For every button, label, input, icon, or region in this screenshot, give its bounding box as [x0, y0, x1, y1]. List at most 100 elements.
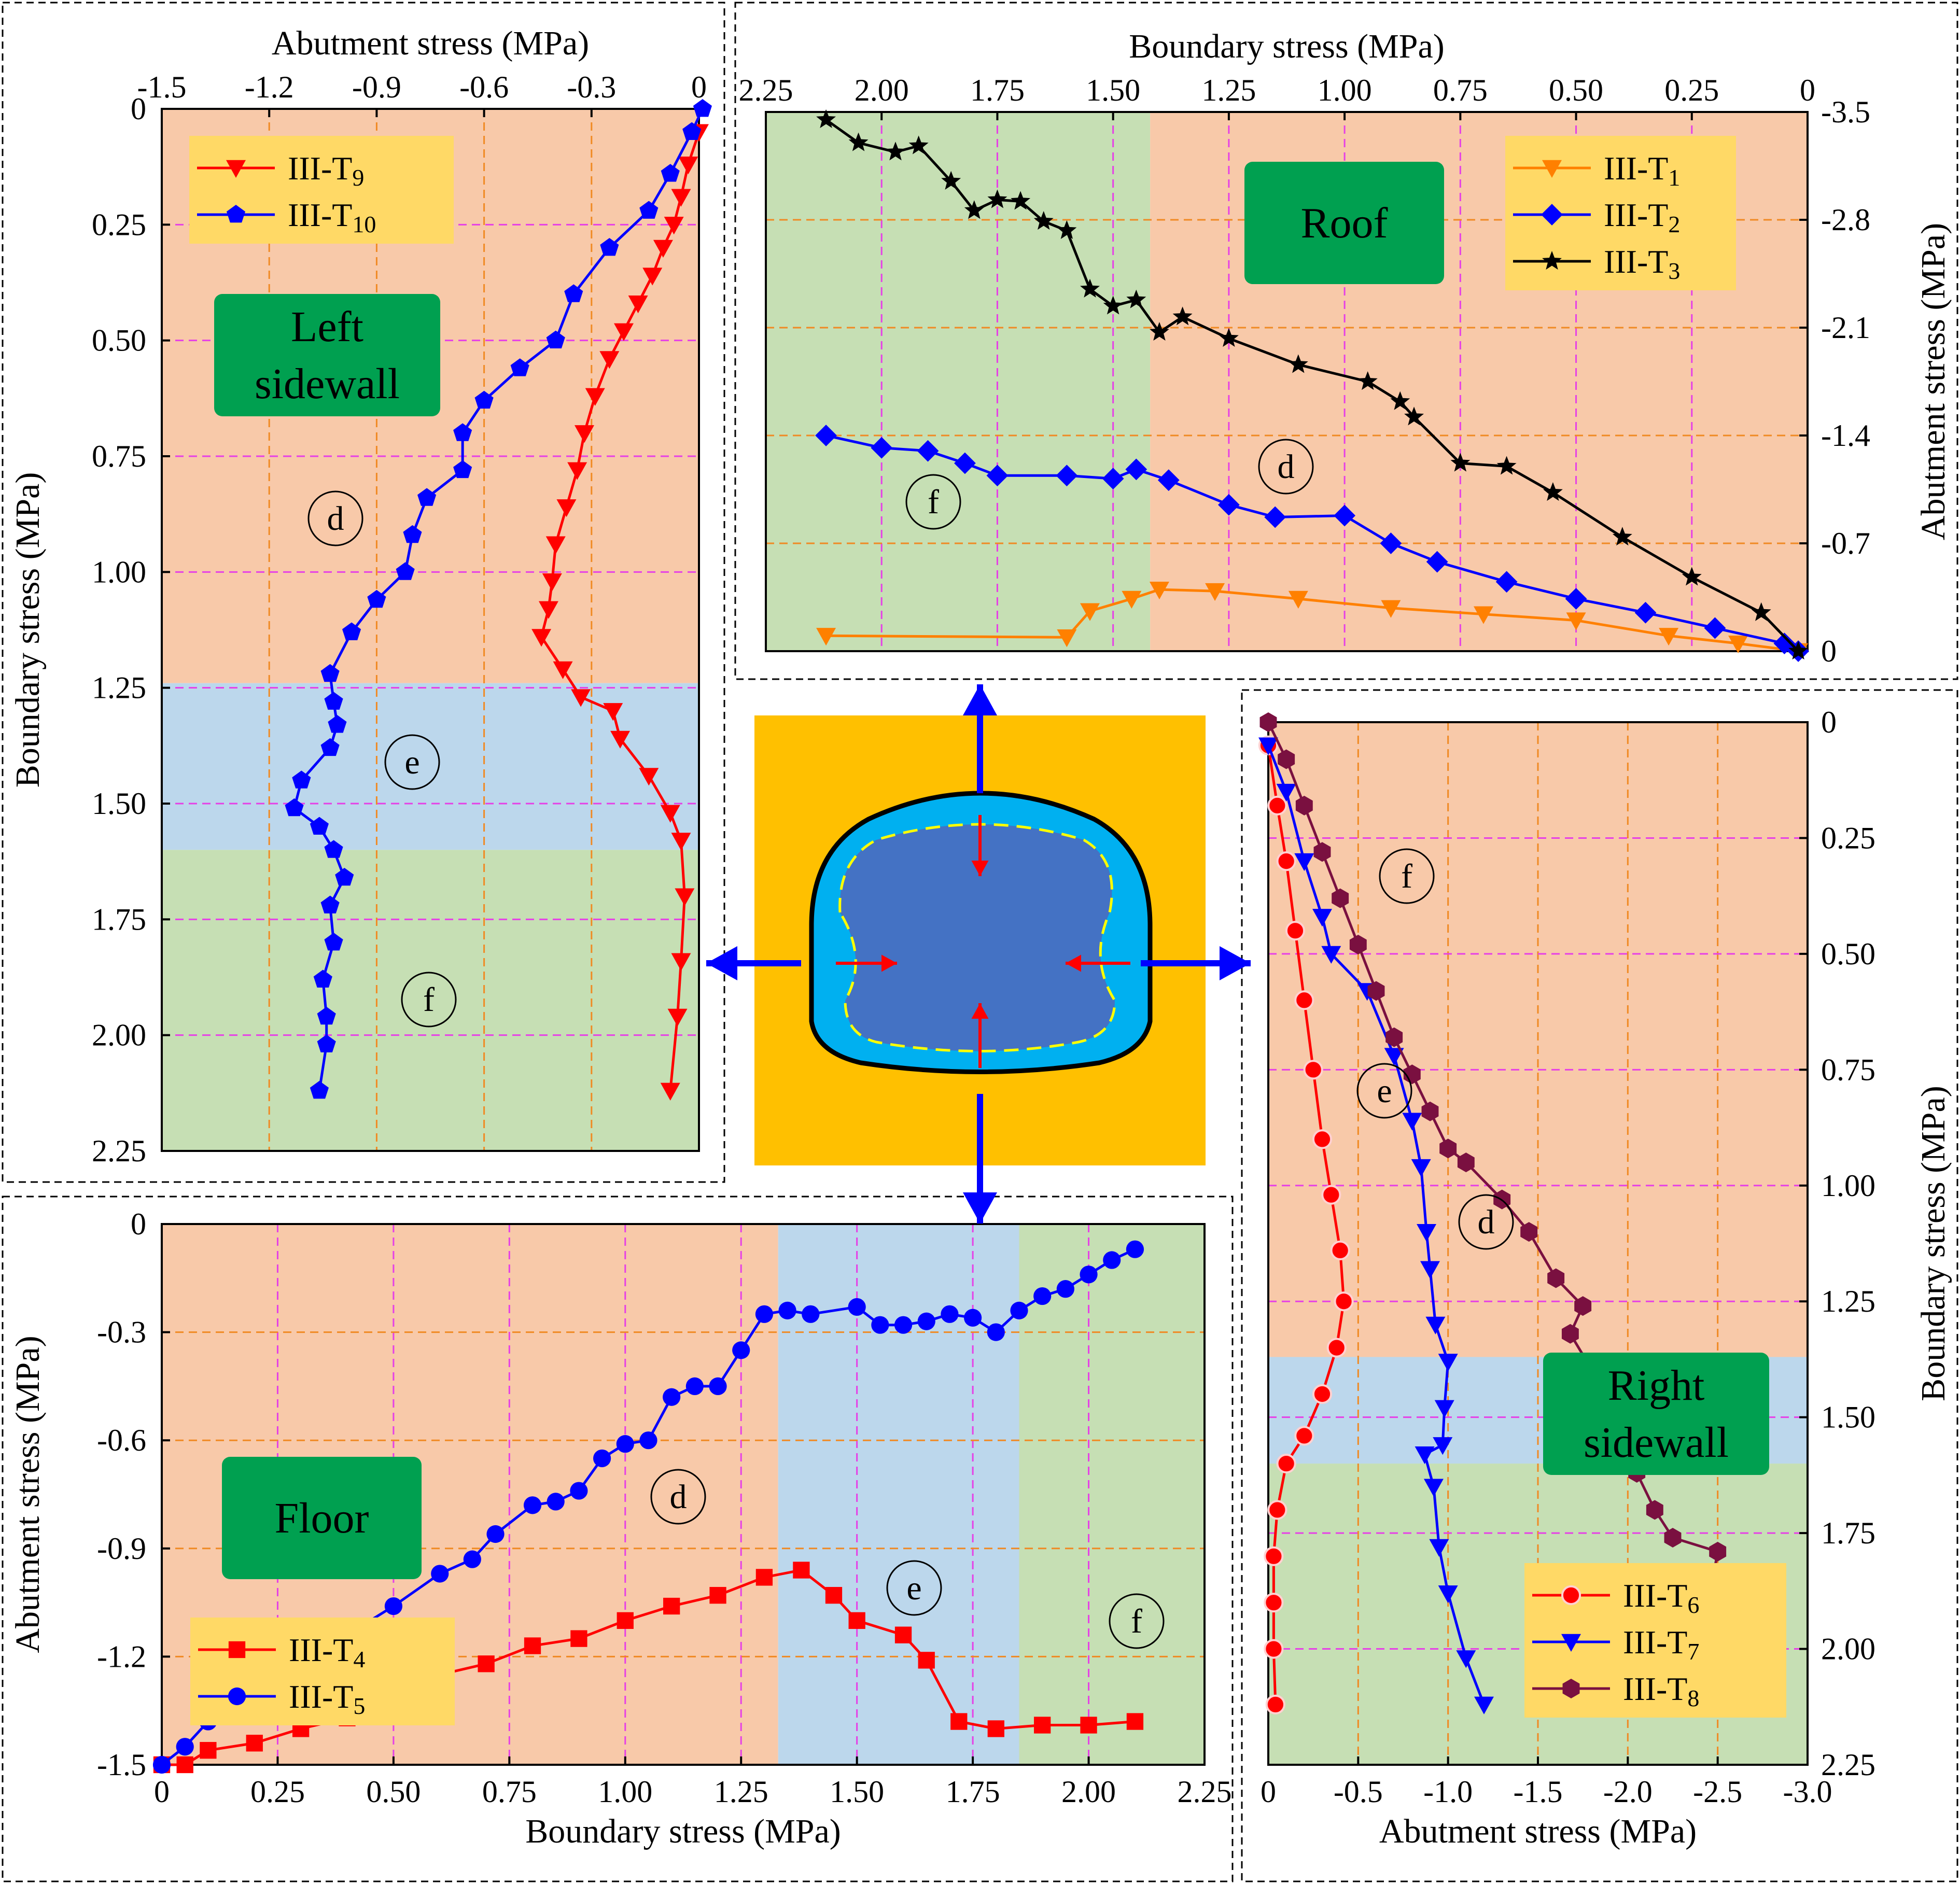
x-tick-label: 1.75 [970, 73, 1025, 107]
zone-marker-f [401, 972, 457, 1028]
data-point [871, 437, 893, 459]
zone-marker-d [307, 490, 363, 546]
x-tick-label: 1.50 [1086, 73, 1140, 107]
data-point [987, 189, 1007, 208]
legend-label-subscript: 1 [1668, 164, 1680, 191]
data-point [1682, 567, 1702, 586]
data-point [1415, 1446, 1435, 1465]
legend-marker [1562, 1679, 1580, 1698]
data-point [848, 1612, 865, 1629]
data-point [950, 1713, 968, 1730]
data-point [1788, 641, 1809, 660]
data-point [660, 1082, 680, 1101]
data-point [1312, 1129, 1333, 1149]
data-point [1385, 1027, 1403, 1047]
data-point [335, 867, 354, 886]
y-tick-label: 1.00 [92, 555, 146, 589]
legend-marker [228, 1641, 246, 1658]
panel-label-text: Floor [274, 1494, 369, 1542]
y-tick-label: 2.00 [92, 1018, 146, 1052]
data-point [1278, 749, 1295, 769]
x-tick-label: 2.25 [739, 73, 793, 107]
y-tick-label: 0.25 [1821, 821, 1875, 855]
data-point [908, 135, 929, 154]
data-point [1122, 590, 1142, 609]
data-point [954, 452, 976, 474]
legend-label: III-T7 [1623, 1624, 1699, 1665]
series-line [1267, 721, 1764, 1706]
data-point [1334, 504, 1356, 527]
y-tick-label: -0.7 [1821, 526, 1870, 560]
zone-marker-label: f [1131, 1602, 1142, 1640]
x-tick-label: 2.00 [855, 73, 909, 107]
legend-label-subscript: 2 [1668, 211, 1680, 237]
data-point [986, 465, 1009, 487]
data-point [917, 1312, 935, 1330]
data-point [816, 109, 836, 128]
legend-label: III-T5 [289, 1678, 365, 1719]
data-point [1102, 468, 1124, 490]
data-point [453, 460, 472, 479]
panel-frame [2, 1196, 1234, 1882]
data-point [1294, 1426, 1314, 1446]
data-point [1258, 737, 1278, 755]
outward-arrow-floor-head [963, 1192, 997, 1224]
zone-marker-label: f [423, 981, 435, 1019]
legend-label: III-T2 [1604, 196, 1680, 237]
series-III-T10 [285, 99, 712, 1099]
data-point [871, 1316, 889, 1334]
data-point [610, 730, 631, 749]
data-point [1420, 1261, 1440, 1279]
x-axis-title: Abutment stress (MPa) [272, 24, 589, 62]
data-point [1264, 1593, 1284, 1613]
data-point [1285, 921, 1306, 941]
zone-band-f [162, 850, 699, 1151]
y-tick-label: 0 [131, 92, 146, 126]
data-point [1433, 1437, 1453, 1455]
data-point [1264, 506, 1286, 528]
data-point [1080, 603, 1100, 621]
data-point [639, 1431, 657, 1450]
data-point [1149, 581, 1169, 600]
data-point [1357, 371, 1378, 390]
x-tick-label: -2.5 [1693, 1775, 1742, 1809]
data-point [556, 499, 577, 517]
data-point [546, 330, 565, 349]
data-point [431, 1565, 449, 1583]
legend-label-main: III-T [1623, 1670, 1687, 1707]
data-point [1294, 990, 1314, 1010]
data-point [1267, 795, 1287, 816]
zone-marker-label: d [327, 500, 344, 538]
data-point [1312, 1384, 1333, 1404]
data-point [616, 1435, 634, 1453]
zone-marker-f [1379, 848, 1435, 904]
data-point [1332, 888, 1349, 908]
data-point [1217, 494, 1240, 516]
data-point [310, 1080, 329, 1099]
data-point [570, 1482, 588, 1500]
zone-marker-label: e [404, 743, 419, 781]
data-point [1474, 1696, 1494, 1714]
panel-roof: 2.25 2.00 1.75 1.50 1.25 1.00 0.75 0.50 0.25 0-3.… [734, 2, 1958, 680]
panel-label-box [1244, 162, 1444, 284]
data-point [793, 1562, 810, 1579]
y-tick-label: -2.1 [1821, 311, 1870, 345]
data-point [1367, 981, 1385, 1001]
legend-marker [1541, 204, 1563, 226]
legend-label-main: III-T [289, 1678, 353, 1715]
data-point [693, 99, 712, 117]
legend-label-subscript: 9 [352, 164, 364, 191]
data-point [1566, 612, 1586, 630]
x-axis-title: Boundary stress (MPa) [525, 1812, 841, 1850]
legend-marker [1561, 1634, 1581, 1652]
data-point [1288, 590, 1308, 609]
data-point [1303, 1060, 1323, 1080]
y-tick-label: 1.25 [92, 671, 146, 705]
data-point [1219, 328, 1239, 347]
inward-arrow-right-head [1066, 954, 1081, 972]
data-point [1473, 606, 1493, 624]
data-point [1205, 583, 1225, 601]
data-point [1126, 289, 1146, 308]
y-tick-label: -0.9 [97, 1531, 146, 1566]
data-point [1080, 1717, 1097, 1734]
